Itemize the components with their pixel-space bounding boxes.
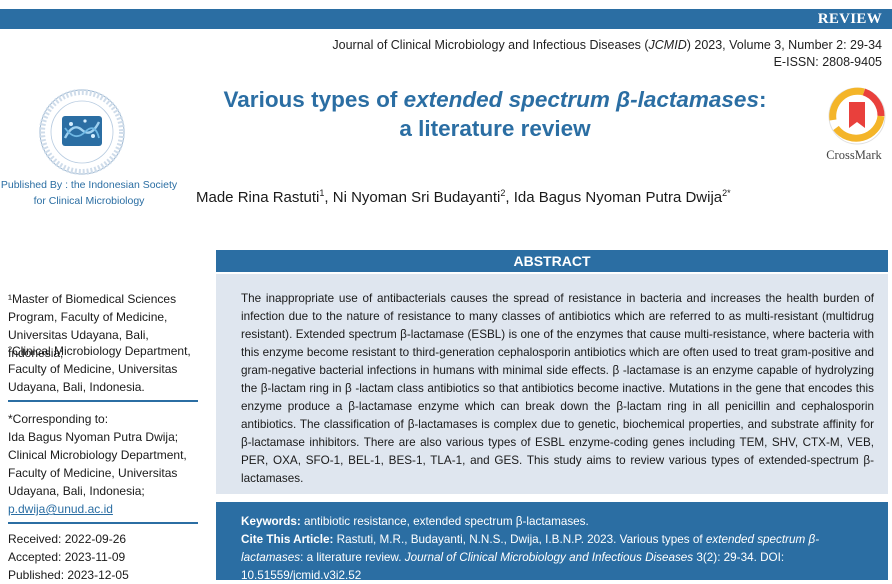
received-date: Received: 2022-09-26: [8, 532, 127, 546]
affiliation-1: ¹Master of Biomedical Sciences Program, …: [8, 292, 177, 360]
eissn-label: E-ISSN: 2808-9405: [773, 55, 882, 69]
article-type-label: REVIEW: [817, 11, 882, 27]
abstract-heading: ABSTRACT: [216, 250, 888, 272]
crossmark-icon[interactable]: [824, 84, 890, 164]
correspondence-label: *Corresponding to:: [8, 412, 109, 426]
email-link[interactable]: p.dwija@unud.ac.id: [8, 502, 113, 516]
author-name: Made Rina Rastuti: [196, 189, 320, 206]
society-seal-logo: [39, 89, 125, 175]
keywords-line: Keywords: antibiotic resistance, extende…: [241, 515, 589, 528]
dates-block: Received: 2022-09-26 Accepted: 2023-11-0…: [8, 530, 202, 584]
journal-citation-line: Journal of Clinical Microbiology and Inf…: [332, 38, 882, 52]
keywords-citation-box: Keywords: antibiotic resistance, extende…: [216, 502, 888, 582]
top-banner: [0, 9, 892, 29]
accepted-date: Accepted: 2023-11-09: [8, 550, 126, 564]
author-list: Made Rina Rastuti1, Ni Nyoman Sri Budaya…: [196, 188, 731, 206]
crossmark-label: CrossMark: [826, 148, 882, 162]
author-name: Ni Nyoman Sri Budayanti: [332, 189, 501, 206]
correspondence-text: Ida Bagus Nyoman Putra Dwija; Clinical M…: [8, 430, 187, 498]
abstract-text: The inappropriate use of antibacterials …: [216, 274, 888, 494]
divider: [8, 522, 198, 524]
article-title: Various types of extended spectrum β-lac…: [223, 87, 767, 141]
affiliation-2: ²Clinical Microbiology Department, Facul…: [8, 344, 191, 394]
citation-line: Cite This Article: Rastuti, M.R., Budaya…: [241, 533, 820, 582]
author-name: Ida Bagus Nyoman Putra Dwija: [513, 189, 723, 206]
divider: [8, 400, 198, 402]
publisher-label: Published By : the Indonesian Society fo…: [0, 179, 178, 207]
correspondence-block: *Corresponding to: Ida Bagus Nyoman Putr…: [8, 410, 202, 518]
published-date: Published: 2023-12-05: [8, 568, 129, 582]
